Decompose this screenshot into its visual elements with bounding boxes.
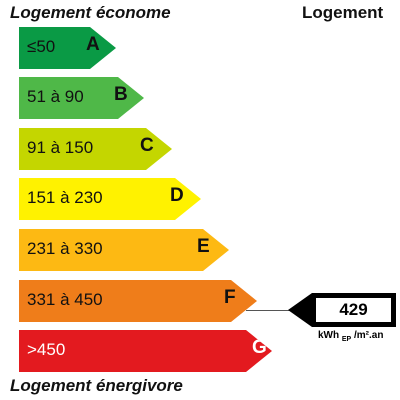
energy-band-f: 331 à 450 F [19, 280, 257, 322]
consumption-indicator: 429 [288, 293, 396, 327]
band-range: 331 à 450 [27, 290, 103, 309]
efficient-housing-label: Logement économe [10, 3, 171, 22]
consumption-value: 429 [316, 298, 391, 322]
housing-label: Logement [302, 3, 384, 22]
energy-band-e: 231 à 330 E [19, 229, 229, 271]
energy-intensive-housing-label: Logement énergivore [10, 376, 183, 395]
band-letter: G [252, 337, 267, 358]
band-letter: F [224, 287, 236, 308]
band-letter: A [86, 34, 100, 55]
band-range: 91 à 150 [27, 138, 94, 157]
energy-band-c: 91 à 150 C [19, 128, 172, 170]
unit-tail: /m².an [354, 330, 384, 341]
band-range: ≤50 [27, 37, 56, 56]
band-range: >450 [27, 340, 66, 359]
band-letter: C [140, 135, 154, 156]
consumption-unit: kWh EP /m².an [318, 330, 383, 343]
band-range: 51 à 90 [27, 87, 84, 106]
unit-sub: EP [341, 336, 352, 343]
energy-band-b: 51 à 90 B [19, 77, 144, 119]
band-range: 151 à 230 [27, 188, 103, 207]
band-range: 231 à 330 [27, 239, 103, 258]
band-letter: B [114, 84, 128, 105]
band-letter: E [197, 236, 210, 257]
unit-main: kWh [318, 330, 340, 341]
energy-band-a: ≤50 A [19, 27, 116, 69]
band-letter: D [170, 185, 184, 206]
indicator-connector [246, 310, 290, 311]
energy-band-d: 151 à 230 D [19, 178, 201, 220]
energy-band-g: >450 G [19, 330, 272, 372]
